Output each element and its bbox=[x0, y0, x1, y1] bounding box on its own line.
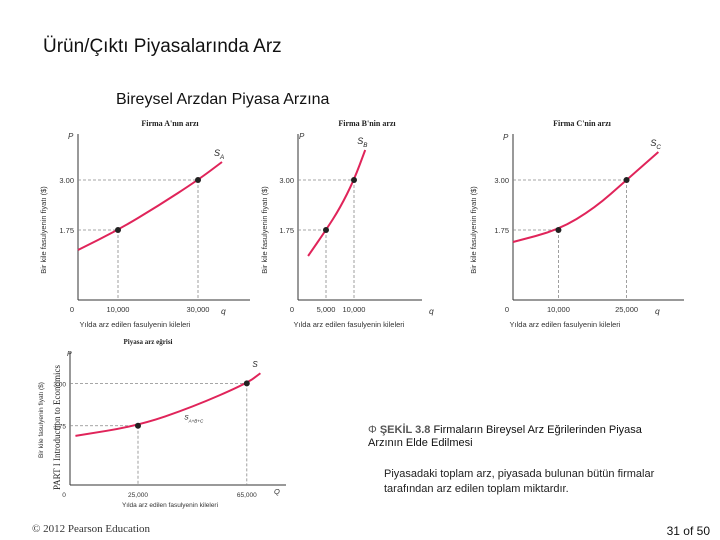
chart3-point-0 bbox=[555, 227, 562, 233]
chart2-x-tick-1: 10,000 bbox=[343, 305, 366, 314]
slide-title: Ürün/Çıktı Piyasalarında Arz bbox=[43, 36, 282, 57]
chart1-y-tick-0: 1.75 bbox=[59, 226, 74, 235]
chart4-y-tick-1: 3.00 bbox=[53, 381, 66, 388]
copyright: © 2012 Pearson Education bbox=[32, 523, 151, 535]
chart2-y-label: Bir kile fasulyenin fiyatı ($) bbox=[260, 186, 269, 274]
chart3-origin-label: 0 bbox=[505, 305, 509, 314]
chart1-x-tick-1: 30,000 bbox=[187, 305, 210, 314]
chart3-x-tick-1: 25,000 bbox=[615, 305, 638, 314]
chart4-y-label: Bir kile fasulyenin fiyatı ($) bbox=[38, 382, 45, 458]
chart4-point-1 bbox=[243, 380, 250, 387]
chart1-x-label: Yılda arz edilen fasulyenin kileleri bbox=[80, 320, 191, 329]
chart3-y-tick-1: 3.00 bbox=[494, 176, 509, 185]
chart3-y-label: Bir kile fasulyenin fiyatı ($) bbox=[469, 186, 478, 274]
chart1-y-letter: P bbox=[68, 132, 74, 141]
chart1-origin-label: 0 bbox=[70, 305, 74, 314]
chart3-point-1 bbox=[623, 177, 630, 183]
chart3-title: Firma C'nin arzı bbox=[553, 119, 612, 128]
figure-description: Piyasadaki toplam arz, piyasada bulunan … bbox=[384, 468, 655, 495]
chart2-curve-label: SB bbox=[357, 136, 367, 149]
figure-title: Firmaların Bireysel Arz Eğrilerinden Piy… bbox=[368, 424, 642, 449]
chart2-x-label: Yılda arz edilen fasulyenin kileleri bbox=[294, 320, 405, 329]
chart1-supply-curve bbox=[77, 161, 223, 251]
chart2-x-letter: q bbox=[429, 306, 434, 316]
chart3-y-tick-0: 1.75 bbox=[494, 226, 509, 235]
chart4-x-tick-1: 65,000 bbox=[237, 492, 257, 499]
figure-caption: Φ ŞEKİL 3.8 Firmaların Bireysel Arz Eğri… bbox=[368, 424, 668, 450]
chart2-y-tick-0: 1.75 bbox=[279, 226, 294, 235]
chart3-supply-curve bbox=[512, 151, 660, 243]
chart4-supply-curve bbox=[75, 372, 261, 437]
chart3-x-label: Yılda arz edilen fasulyenin kileleri bbox=[510, 320, 621, 329]
chart4-curve-label: S bbox=[252, 360, 258, 369]
chart1-point-0 bbox=[115, 227, 121, 233]
chart1-title: Firma A'nın arzı bbox=[141, 119, 199, 128]
page-number: 31 of 50 bbox=[666, 524, 710, 538]
chart1-curve-label: SA bbox=[214, 148, 224, 161]
chart1-point-1 bbox=[195, 177, 201, 183]
chart4-x-tick-0: 25,000 bbox=[128, 492, 148, 499]
chart2-origin-label: 0 bbox=[290, 305, 294, 314]
chart4-y-tick-0: 1.75 bbox=[53, 424, 66, 431]
chart4-point-0 bbox=[135, 422, 141, 429]
chart1-x-letter: q bbox=[221, 306, 226, 316]
chart1-x-tick-0: 10,000 bbox=[107, 305, 130, 314]
figure-label: ŞEKİL 3.8 bbox=[379, 424, 431, 436]
chart2-point-1 bbox=[351, 177, 357, 183]
chart4-curve-label-mid: SA+B+C bbox=[184, 414, 204, 423]
chart4-title: Piyasa arz eğrisi bbox=[124, 338, 173, 346]
chart3-curve-label: SC bbox=[650, 138, 661, 151]
chart4-origin-label: 0 bbox=[62, 492, 66, 499]
circle-phi-icon: Φ bbox=[368, 424, 377, 436]
chart2-y-letter: P bbox=[299, 132, 305, 141]
chart2-point-0 bbox=[323, 227, 329, 233]
chart2-supply-curve bbox=[307, 149, 367, 257]
chart3-y-letter: P bbox=[503, 133, 509, 142]
chart1-y-tick-1: 3.00 bbox=[59, 176, 74, 185]
chart4-x-label: Yılda arz edilen fasulyenin kileleri bbox=[122, 502, 218, 509]
chart3-x-tick-0: 10,000 bbox=[547, 305, 570, 314]
chart2-title: Firma B'nin arzı bbox=[338, 119, 396, 128]
slide-subtitle: Bireysel Arzdan Piyasa Arzına bbox=[116, 91, 330, 108]
chart4-x-letter: Q bbox=[274, 487, 280, 496]
chart4-y-letter: P bbox=[67, 351, 72, 358]
chart1-y-label: Bir kile fasulyenin fiyatı ($) bbox=[39, 186, 48, 274]
chart2-y-tick-1: 3.00 bbox=[279, 176, 294, 185]
chart3-x-letter: q bbox=[655, 306, 660, 316]
chart2-x-tick-0: 5,000 bbox=[317, 305, 336, 314]
